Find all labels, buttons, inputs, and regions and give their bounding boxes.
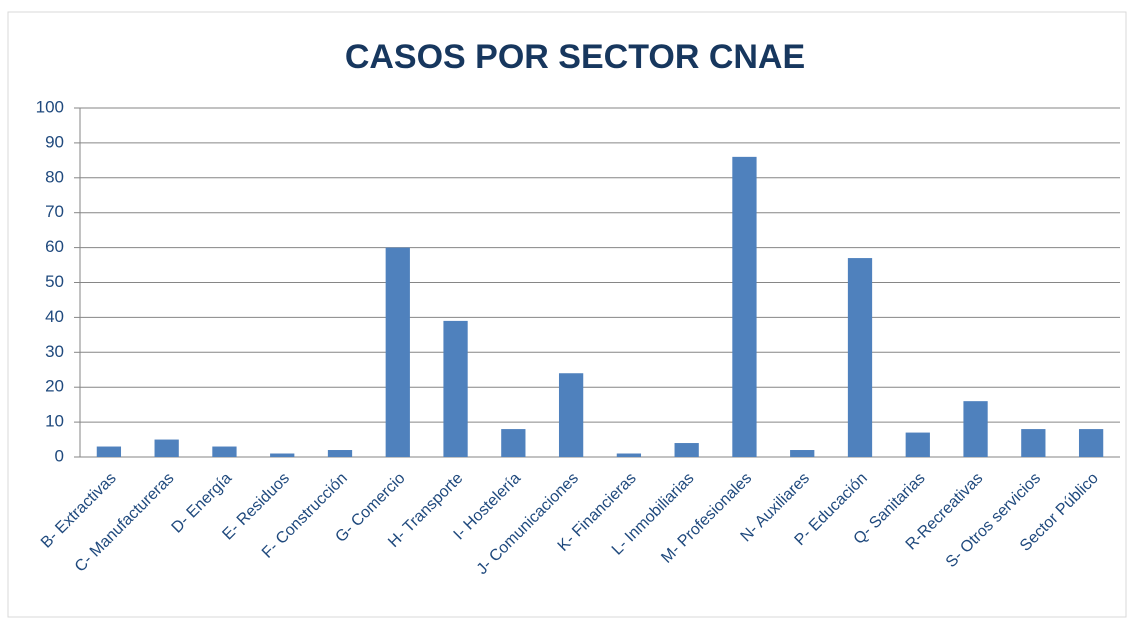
y-tick-label: 50	[45, 272, 64, 291]
bar	[443, 320, 468, 457]
bar	[616, 453, 642, 457]
y-tick-label: 80	[45, 167, 64, 186]
bar	[327, 450, 353, 457]
bar	[674, 443, 699, 457]
x-tick-label: J- Comunicaciones	[474, 470, 582, 578]
y-tick-label: 30	[45, 342, 64, 361]
bar	[790, 450, 815, 457]
bar	[385, 247, 410, 457]
y-tick-label: 40	[45, 307, 64, 326]
bar	[501, 429, 526, 457]
bar	[212, 446, 237, 457]
bar	[154, 439, 179, 457]
bar	[1078, 429, 1104, 457]
bar	[96, 446, 122, 457]
y-tick-label: 60	[45, 237, 64, 256]
y-tick-label: 70	[45, 202, 64, 221]
y-tick-label: 100	[36, 97, 64, 116]
bar	[732, 156, 757, 458]
bar	[270, 453, 295, 457]
bar	[905, 432, 930, 457]
bar	[1021, 429, 1046, 457]
x-tick-label: C- Manufactureras	[72, 470, 178, 576]
y-tick-label: 20	[45, 377, 64, 396]
y-tick-label: 90	[45, 132, 64, 151]
y-tick-label: 0	[55, 446, 64, 465]
bar	[963, 401, 988, 457]
chart-title: CASOS POR SECTOR CNAE	[345, 38, 805, 76]
bar	[847, 258, 873, 457]
bar	[558, 373, 584, 457]
y-tick-label: 10	[45, 412, 64, 431]
chart-border	[7, 11, 1127, 618]
